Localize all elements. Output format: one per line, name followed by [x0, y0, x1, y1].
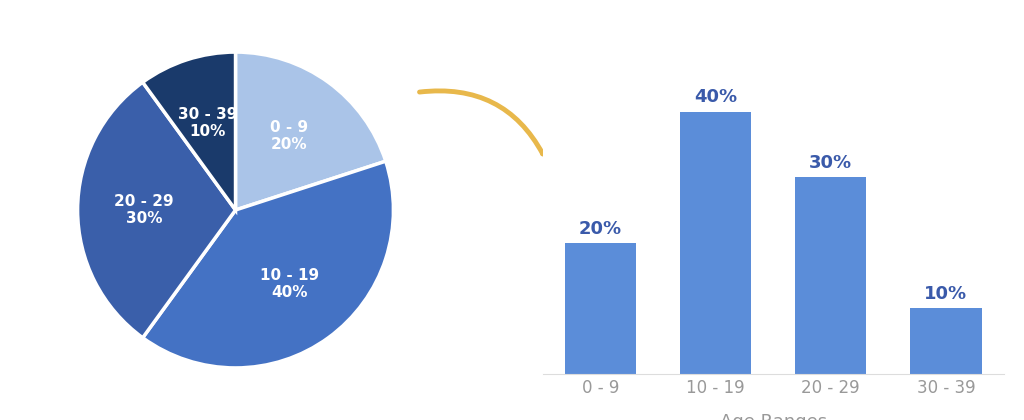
Text: 20 - 29
30%: 20 - 29 30% [114, 194, 174, 226]
Text: 30 - 39
10%: 30 - 39 10% [177, 107, 237, 139]
Text: 30%: 30% [809, 154, 852, 172]
FancyArrowPatch shape [420, 91, 543, 154]
Wedge shape [142, 161, 393, 368]
Text: 0 - 9
20%: 0 - 9 20% [270, 120, 308, 152]
Text: 20%: 20% [579, 220, 622, 238]
Bar [680, 112, 752, 374]
Bar [564, 243, 636, 374]
Bar [910, 308, 982, 374]
Bar [795, 177, 866, 374]
X-axis label: Age Ranges: Age Ranges [720, 413, 826, 420]
Wedge shape [78, 82, 236, 338]
Wedge shape [142, 52, 236, 210]
Wedge shape [236, 52, 386, 210]
Text: 10%: 10% [925, 285, 968, 303]
Text: 10 - 19
40%: 10 - 19 40% [260, 268, 318, 300]
Text: 40%: 40% [694, 89, 737, 107]
